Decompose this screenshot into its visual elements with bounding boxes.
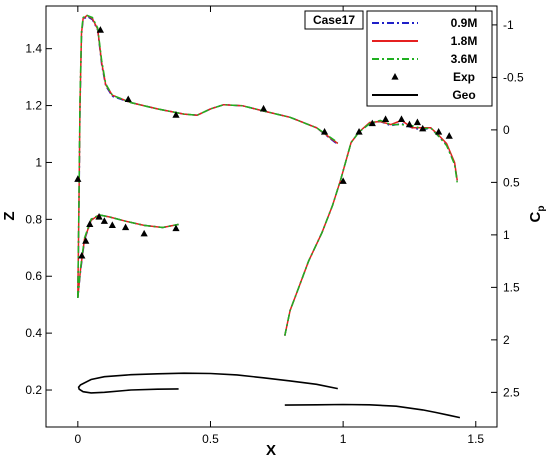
series-18m-segment-3 [284, 119, 458, 336]
cp-tick-label: 1 [503, 228, 510, 242]
exp-marker [405, 120, 414, 128]
case-label-box: Case17 [304, 10, 364, 30]
exp-marker [339, 177, 347, 184]
legend-exp-marker [391, 73, 399, 80]
exp-marker [435, 127, 443, 135]
case-label: Case17 [313, 13, 355, 27]
x-tick-label: 0 [74, 432, 81, 446]
series-09m-segment-1 [77, 15, 339, 298]
exp-marker [86, 220, 94, 227]
legend-item-09m: 0.9M [372, 16, 477, 30]
series-36m-segment-3 [284, 119, 458, 336]
cp-tick-label: -1 [503, 18, 514, 32]
plot-frame [45, 5, 498, 428]
cp-tick-label: 2.5 [503, 385, 520, 399]
legend-item-36m: 3.6M [372, 52, 477, 66]
exp-marker [140, 229, 148, 237]
legend-item-exp: Exp [391, 70, 475, 84]
exp-marker [413, 118, 422, 126]
svg-text:Cp: Cp [527, 206, 547, 223]
z-axis-ticks: 0.2 0.4 0.6 0.8 1 1.2 1.4 [25, 42, 52, 397]
exp-marker [121, 223, 130, 231]
series-09m-segment-3 [284, 120, 458, 336]
exp-marker [381, 115, 390, 122]
legend-label: 1.8M [451, 34, 478, 48]
x-tick-label: 1.5 [467, 432, 484, 446]
series-36m-segment-2 [77, 214, 179, 298]
geo-line-2 [284, 403, 461, 419]
exp-marker [259, 104, 268, 112]
x-tick-label: 0.5 [202, 432, 219, 446]
legend-label: 0.9M [451, 16, 478, 30]
x-axis-title: X [266, 442, 276, 459]
z-tick-label: 1.4 [25, 42, 42, 56]
exp-marker [172, 224, 180, 232]
z-axis-title: Z [1, 211, 18, 220]
x-tick-label: 1 [340, 432, 347, 446]
exp-marker [355, 127, 363, 135]
z-tick-label: 1 [35, 155, 42, 169]
series-18m-segment-1 [77, 14, 339, 298]
legend: 0.9M 1.8M 3.6M Exp Geo [366, 10, 493, 107]
legend-item-geo: Geo [372, 88, 476, 102]
cp-axis-ticks: -1 -0.5 0 0.5 1 1.5 2 2.5 [491, 18, 524, 399]
geo-line-1 [77, 372, 338, 394]
legend-label: Geo [452, 88, 475, 102]
cp-tick-label: 2 [503, 333, 510, 347]
exp-marker [100, 217, 108, 224]
exp-marker [96, 26, 104, 33]
series-36m-segment-1 [77, 14, 339, 298]
legend-label: Exp [453, 70, 475, 84]
cp-axis-title-subscript: p [536, 206, 547, 212]
exp-marker [419, 124, 427, 132]
exp-marker [74, 175, 82, 182]
exp-marker [82, 237, 90, 244]
cp-tick-label: -0.5 [503, 70, 524, 84]
x-axis-ticks: 0 0.5 1 1.5 [74, 6, 484, 446]
exp-marker [320, 127, 329, 135]
geometry-layer [77, 372, 461, 419]
cp-tick-label: 0 [503, 123, 510, 137]
exp-marker [397, 115, 406, 122]
exp-markers-layer [74, 26, 453, 259]
exp-marker [108, 221, 116, 229]
cp-axis-title: Cp [527, 206, 547, 223]
z-tick-label: 0.8 [25, 212, 42, 226]
cp-axis-title-main: C [527, 211, 544, 222]
legend-label: 3.6M [451, 52, 478, 66]
z-tick-label: 1.2 [25, 99, 42, 113]
exp-marker [95, 213, 103, 220]
cp-tick-label: 1.5 [503, 280, 520, 294]
exp-marker [445, 132, 453, 139]
exp-marker [172, 111, 180, 118]
cp-tick-label: 0.5 [503, 175, 520, 189]
z-tick-label: 0.6 [25, 269, 42, 283]
exp-marker [368, 119, 376, 127]
legend-item-18m: 1.8M [372, 34, 477, 48]
z-tick-label: 0.4 [25, 326, 42, 340]
z-tick-label: 0.2 [25, 383, 42, 397]
exp-marker [124, 95, 132, 103]
exp-marker [78, 251, 86, 259]
